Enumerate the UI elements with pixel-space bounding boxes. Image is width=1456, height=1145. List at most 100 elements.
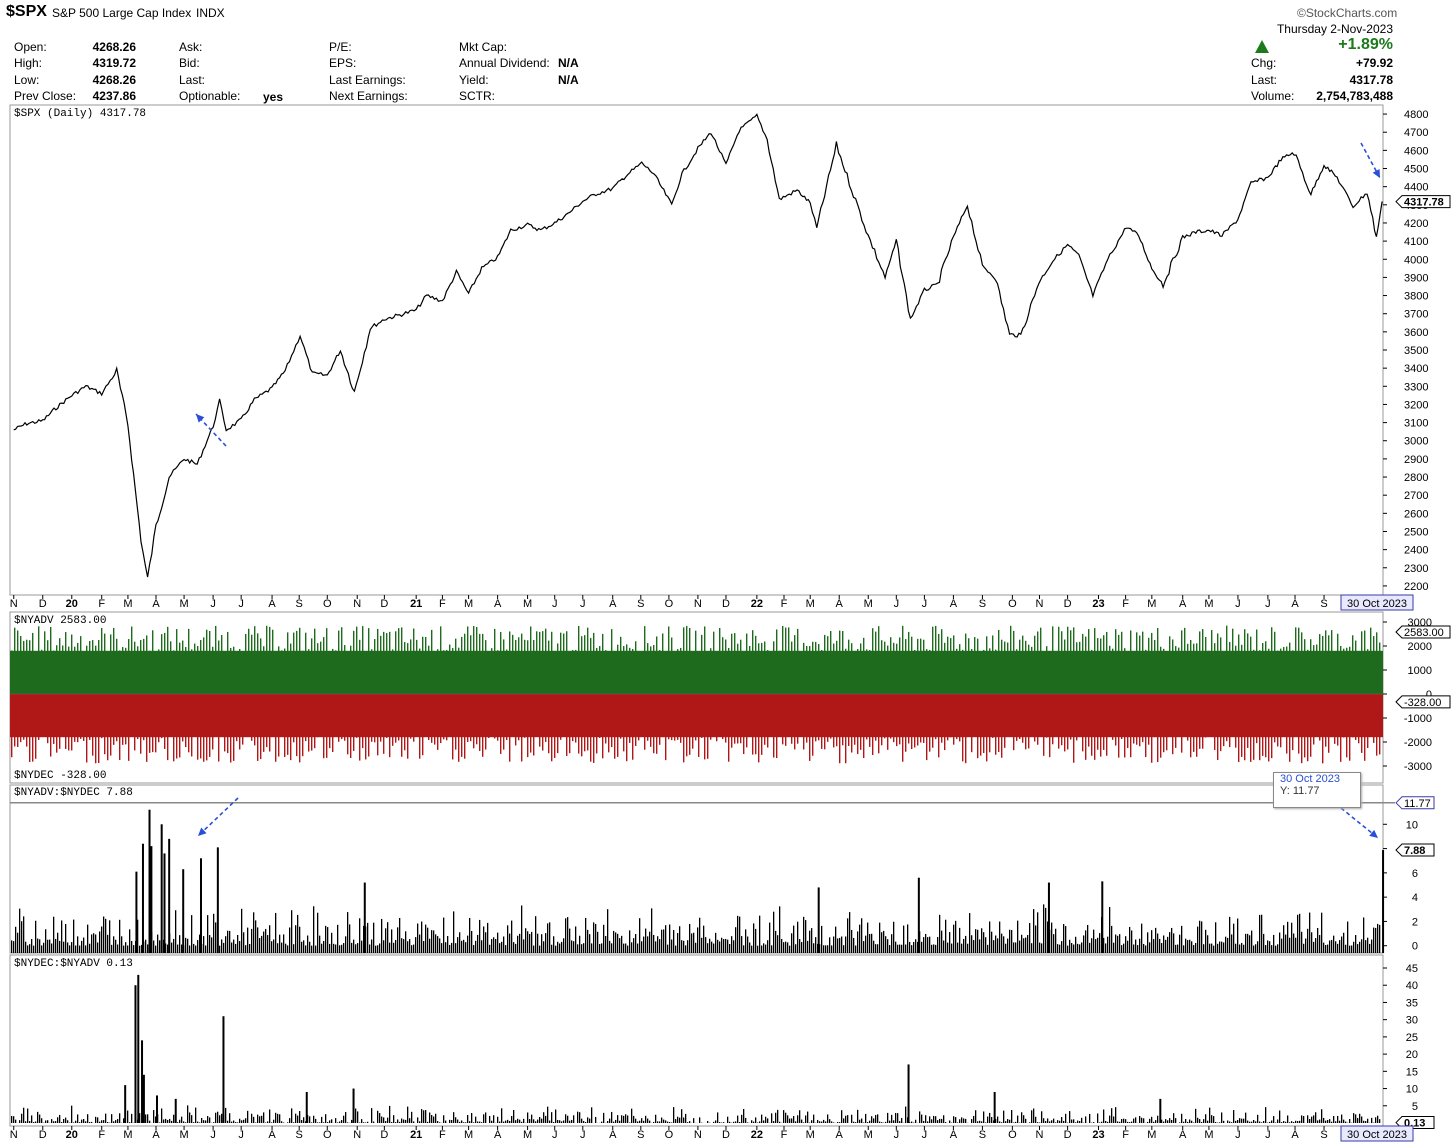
dec-adv-ratio-spike [142, 1074, 145, 1123]
advancers-bar [590, 637, 592, 656]
advancers-bar [230, 648, 232, 656]
dec-adv-ratio-bar [1215, 1122, 1217, 1123]
dec-adv-ratio-bar [557, 1119, 559, 1123]
decliners-bar [1151, 732, 1153, 763]
decliners-bar [431, 732, 433, 743]
dec-adv-ratio-bar [465, 1122, 467, 1123]
decliners-bar [173, 732, 175, 762]
advancers-bar [161, 634, 163, 656]
adv-dec-ratio-bar [1061, 941, 1063, 953]
decliners-bar [1211, 732, 1213, 736]
advancers-bar [935, 625, 937, 656]
adv-dec-ratio-bar [1033, 909, 1035, 953]
advancers-bar [239, 648, 241, 656]
dec-adv-ratio-bar [811, 1120, 813, 1123]
decliners-bar [983, 732, 985, 753]
dec-adv-ratio-bar [309, 1116, 311, 1123]
adv-dec-ratio-bar [1091, 938, 1093, 953]
dec-adv-ratio-bar [1227, 1120, 1229, 1123]
adv-dec-ratio-bar [455, 943, 457, 953]
dec-adv-ratio-bar [833, 1122, 835, 1123]
x-tick-label: S [1320, 1129, 1327, 1141]
breadth-badge [1395, 695, 1451, 709]
adv-dec-ratio-bar [91, 934, 93, 953]
advancers-bar [17, 630, 19, 656]
advancers-bar [1256, 629, 1258, 656]
decliners-bar [83, 732, 85, 741]
ratio2-tick-label: 10 [1406, 1084, 1418, 1096]
dec-adv-ratio-bar [1105, 1120, 1107, 1123]
decliners-bar [1046, 732, 1048, 738]
decliners-bar [752, 732, 754, 755]
dec-adv-ratio-bar [1313, 1115, 1315, 1123]
x-tick-label: F [781, 1129, 788, 1141]
advancers-bar [908, 631, 910, 656]
decliners-bar [299, 732, 301, 763]
decliners-bar [167, 732, 169, 761]
decliners-bar [194, 732, 196, 736]
adv-dec-ratio-bar [913, 941, 915, 953]
adv-dec-ratio-bar [843, 945, 845, 953]
decliners-bar [140, 732, 142, 754]
adv-dec-ratio-bar [995, 935, 997, 953]
decliners-bar [866, 732, 868, 740]
dec-adv-ratio-bar [545, 1115, 547, 1123]
advancers-bar [314, 628, 316, 656]
dec-adv-ratio-bar [1155, 1120, 1157, 1123]
adv-dec-ratio-bar [247, 927, 249, 953]
adv-dec-ratio-bar [1301, 931, 1303, 953]
dec-adv-ratio-bar [79, 1122, 81, 1123]
decliners-bar [1244, 732, 1246, 761]
decliners-bar [623, 732, 625, 752]
advancers-bar [716, 652, 718, 656]
adv-dec-ratio-bar [927, 937, 929, 953]
dec-adv-ratio-bar [1111, 1108, 1113, 1123]
advancers-bar [542, 631, 544, 656]
quote-date: Thursday 2-Nov-2023 [1276, 22, 1393, 36]
decliners-bar [1355, 732, 1357, 740]
decliners-bar [581, 732, 583, 757]
brand-label[interactable]: ©StockCharts.com [1297, 6, 1398, 20]
dec-adv-ratio-bar [383, 1117, 385, 1123]
decliners-bar [887, 732, 889, 750]
decliners-bar [1289, 732, 1291, 762]
advancers-bar [968, 638, 970, 656]
x-tick-label: 21 [410, 598, 422, 610]
advancers-bar [164, 632, 166, 656]
dec-adv-ratio-bar [463, 1122, 465, 1123]
dec-adv-ratio-bar [1191, 1120, 1193, 1123]
advancers-bar [1370, 627, 1372, 656]
advancers-bar [809, 646, 811, 656]
advancers-bar [104, 633, 106, 656]
adv-dec-ratio-bar [969, 913, 971, 953]
dec-adv-ratio-spike [134, 985, 137, 1123]
advancers-bar [56, 645, 58, 656]
dec-adv-ratio-bar [567, 1115, 569, 1123]
adv-dec-ratio-bar [603, 924, 605, 953]
dec-adv-ratio-bar [929, 1116, 931, 1123]
adv-dec-ratio-bar [281, 942, 283, 953]
advancers-bar [1019, 639, 1021, 656]
decliners-bar [488, 732, 490, 738]
x-tick-label: J [238, 1129, 244, 1141]
dec-adv-ratio-bar [423, 1110, 425, 1123]
decliners-bar [86, 732, 88, 763]
advancers-bar [854, 650, 856, 656]
adv-dec-ratio-bar [37, 938, 39, 953]
advancers-bar [791, 641, 793, 656]
adv-dec-ratio-bar [465, 942, 467, 953]
advancers-bar [332, 648, 334, 656]
decliners-bar [1049, 732, 1051, 758]
dec-adv-ratio-bar [1109, 1115, 1111, 1123]
dec-adv-ratio-bar [737, 1115, 739, 1123]
dec-adv-ratio-bar [1207, 1120, 1209, 1123]
adv-dec-ratio-bar [197, 940, 199, 953]
adv-dec-ratio-bar [1331, 939, 1333, 953]
dec-adv-ratio-bar [1319, 1119, 1321, 1123]
dec-adv-ratio-bar [931, 1119, 933, 1123]
advancers-bar [233, 646, 235, 656]
dec-adv-ratio-bar [439, 1122, 441, 1123]
dec-adv-ratio-bar [609, 1118, 611, 1123]
advancers-bar [977, 638, 979, 656]
